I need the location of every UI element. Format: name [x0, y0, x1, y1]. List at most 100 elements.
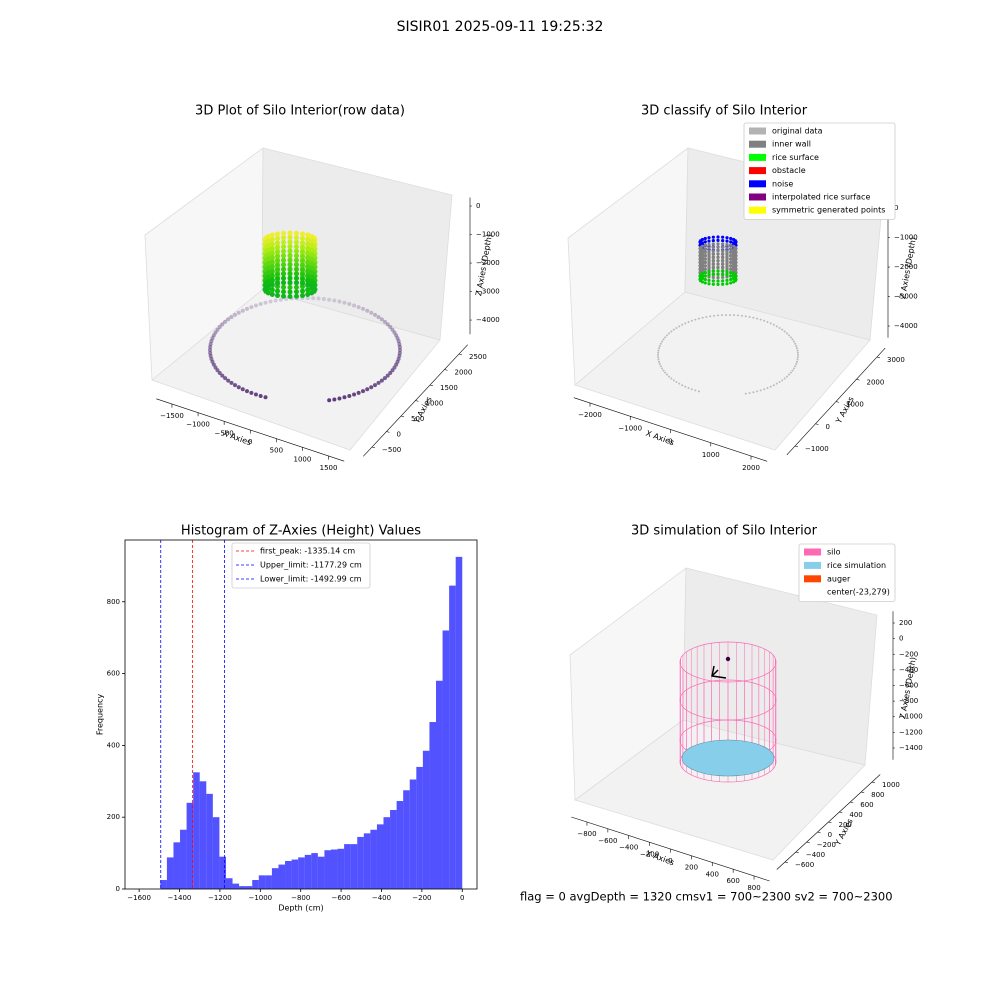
ring-point-faint: [778, 381, 781, 384]
classified-point: [711, 252, 715, 256]
ring-point-faint: [732, 314, 735, 317]
cylinder-point: [281, 271, 287, 277]
y-tick-label: 2000: [455, 369, 473, 377]
cylinder-point: [275, 258, 280, 264]
legend-label: interpolated rice surface: [772, 193, 870, 202]
cylinder-point: [269, 268, 275, 274]
y-tick-label: 200: [839, 821, 852, 829]
y-tick-mark: [458, 353, 463, 356]
z-tick-label: −2000: [894, 263, 918, 271]
ring-point: [233, 312, 238, 317]
y-tick-mark: [871, 781, 876, 784]
histogram-bar: [330, 849, 338, 889]
cylinder-point: [287, 239, 293, 245]
ring-point: [244, 306, 249, 311]
rice-surface: [681, 739, 775, 777]
cylinder-point: [275, 253, 280, 259]
y-tick-label: 3000: [887, 356, 905, 364]
histogram-bar: [206, 793, 213, 889]
ring-point-faint: [781, 379, 784, 382]
classified-point: [703, 267, 707, 271]
ring-point-faint: [766, 387, 769, 390]
ring-point-faint: [789, 371, 792, 374]
cylinder-point: [287, 235, 293, 240]
ring-point-faint: [775, 382, 778, 385]
ring-point-faint: [657, 349, 660, 352]
ring-point-faint: [744, 315, 747, 318]
classified-point: [721, 262, 725, 266]
classified-point: [725, 242, 729, 247]
histogram-bar: [409, 779, 417, 889]
cylinder-point: [305, 237, 311, 243]
ring-point: [337, 396, 342, 401]
cylinder-point: [265, 265, 271, 271]
cylinder-point: [287, 289, 293, 295]
y-tick-label: −500: [382, 446, 401, 454]
y-tick-label: 600: [860, 801, 873, 809]
classified-point: [700, 258, 705, 262]
classified-point: [716, 282, 720, 286]
cylinder-point: [281, 284, 287, 290]
classified-point: [707, 259, 711, 264]
classified-point: [700, 254, 705, 259]
classified-point: [703, 236, 707, 241]
ring-point: [316, 296, 321, 301]
histogram-bar: [271, 868, 279, 889]
classified-point: [707, 249, 711, 253]
x-tick-label: 0: [248, 438, 252, 446]
ring-point-faint: [759, 389, 762, 392]
ring-point-faint: [795, 360, 798, 363]
cylinder-point: [287, 253, 293, 258]
auger-mark: [711, 665, 727, 679]
classified-point: [703, 247, 707, 251]
ring-point: [382, 376, 387, 381]
ring-point: [392, 365, 397, 370]
cylinder-point: [265, 256, 271, 262]
classified-point: [721, 249, 725, 253]
histogram-bar: [219, 856, 226, 889]
classified-point: [733, 239, 737, 243]
x-tick-label: −200: [640, 850, 659, 858]
classified-point: [707, 242, 711, 247]
cylinder-point: [293, 275, 299, 281]
classified-point: [733, 266, 737, 270]
ring-point: [321, 297, 326, 302]
cylinder-point: [275, 262, 280, 268]
x-tick-label: −1000: [186, 421, 210, 429]
classified-point: [721, 272, 725, 277]
ring-point: [220, 373, 225, 378]
histogram-bar: [304, 854, 312, 889]
ring-point-faint: [675, 326, 678, 329]
x-tick-label: 0: [460, 894, 464, 902]
ring-point-faint: [728, 314, 731, 317]
classified-point: [700, 268, 705, 272]
cylinder-point: [265, 234, 271, 239]
ring-point: [388, 370, 393, 375]
ring-point: [392, 330, 397, 335]
cylinder-point: [305, 287, 311, 293]
cylinder-point: [293, 280, 299, 286]
cylinder-point: [293, 253, 299, 259]
ring-point: [258, 302, 263, 307]
ring-point: [382, 319, 387, 324]
classified-point: [707, 256, 711, 260]
cylinder-point: [300, 235, 305, 241]
cylinder-point: [281, 248, 287, 254]
cylinder-point: [293, 230, 299, 236]
figure-title: SISIR01 2025-09-11 19:25:32: [397, 19, 604, 35]
ring-point-faint: [763, 388, 766, 391]
ring-point-faint: [766, 320, 769, 323]
y-tick-mark: [828, 821, 832, 824]
center-point: [725, 656, 731, 662]
ring-point: [208, 350, 213, 355]
x-tick-label: 200: [685, 864, 698, 872]
cylinder-point: [269, 264, 275, 270]
classified-point: [733, 262, 737, 267]
ring-point: [233, 383, 238, 388]
cylinder-point: [281, 239, 287, 245]
ring-point-faint: [759, 318, 762, 321]
y-tick-label: 0: [397, 431, 401, 439]
ring-point-faint: [796, 349, 799, 352]
silo-ring: [679, 641, 777, 683]
ring-point-faint: [657, 356, 660, 359]
